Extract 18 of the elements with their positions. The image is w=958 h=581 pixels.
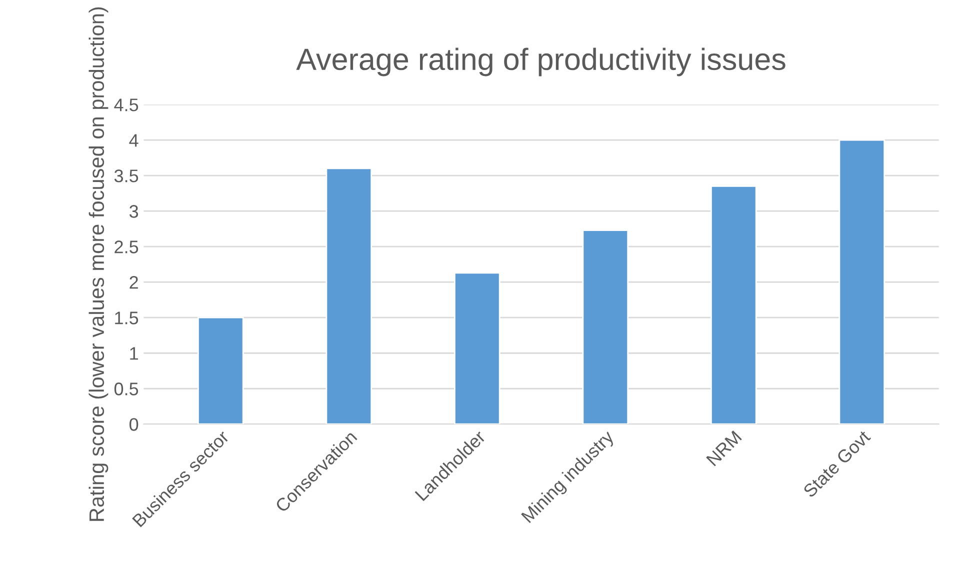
y-tick-label: 3.5 [114, 170, 138, 182]
bar [582, 230, 629, 424]
y-tick-label: 2.5 [114, 240, 138, 254]
y-tick-label: 0.5 [114, 382, 138, 396]
y-tick-label: 0 [130, 418, 138, 431]
y-tick-label: 2 [130, 276, 138, 289]
bar [198, 316, 244, 424]
bar [710, 186, 757, 424]
y-tick-label: 3 [129, 205, 138, 218]
y-tick-label: 4.5 [114, 98, 138, 112]
bar [838, 139, 886, 424]
chart-title: Average rating of productivity issues [296, 48, 786, 76]
bar [326, 168, 372, 424]
y-tick-label: 1.5 [115, 312, 138, 324]
y-tick-label: 4 [129, 134, 138, 147]
y-tick-label: 1 [130, 347, 138, 360]
bar [454, 272, 500, 424]
y-axis-title: Rating score (lower values more focused on production) [88, 7, 108, 521]
